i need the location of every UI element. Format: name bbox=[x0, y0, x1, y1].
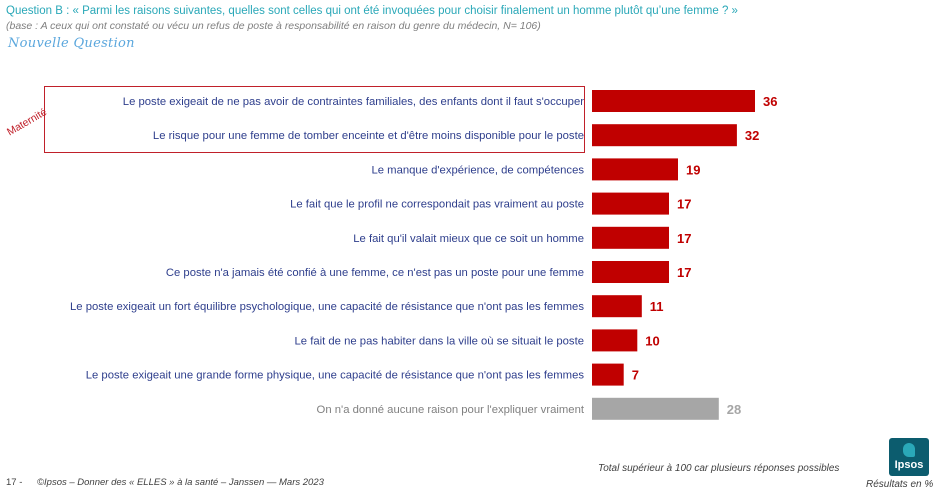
value-label: 11 bbox=[650, 299, 664, 314]
category-label: Le fait de ne pas habiter dans la ville … bbox=[294, 335, 584, 347]
footnote: Total supérieur à 100 car plusieurs répo… bbox=[598, 463, 840, 474]
category-label: Le fait que le profil ne correspondait p… bbox=[290, 199, 584, 211]
value-label: 36 bbox=[763, 94, 777, 109]
bar bbox=[592, 192, 669, 215]
value-label: 17 bbox=[677, 197, 691, 212]
category-label: Le fait qu'il valait mieux que ce soit u… bbox=[353, 233, 584, 245]
bar bbox=[592, 397, 719, 420]
bar bbox=[592, 124, 737, 147]
results-unit: Résultats en % bbox=[866, 479, 934, 490]
ipsos-logo-icon bbox=[903, 443, 915, 457]
question-title: Question B : « Parmi les raisons suivant… bbox=[6, 5, 738, 17]
value-label: 10 bbox=[645, 333, 659, 348]
bar bbox=[592, 226, 669, 249]
value-label: 19 bbox=[686, 162, 700, 177]
category-label: Le risque pour une femme de tomber encei… bbox=[153, 130, 584, 142]
page-number: 17 - bbox=[6, 477, 23, 488]
category-label: On n'a donné aucune raison pour l'expliq… bbox=[317, 404, 585, 416]
footer-source: 17 - ©Ipsos – Donner des « ELLES » à la … bbox=[6, 477, 324, 488]
category-label: Le poste exigeait de ne pas avoir de con… bbox=[123, 96, 584, 108]
bar bbox=[592, 158, 678, 181]
value-label: 32 bbox=[745, 128, 759, 143]
question-base: (base : A ceux qui ont constaté ou vécu … bbox=[6, 20, 541, 32]
bar bbox=[592, 261, 669, 283]
bar bbox=[592, 329, 638, 352]
bar bbox=[592, 363, 624, 386]
category-label: Le manque d'expérience, de compétences bbox=[371, 164, 584, 176]
category-label: Le poste exigeait un fort équilibre psyc… bbox=[70, 301, 584, 313]
category-label: Ce poste n'a jamais été confié à une fem… bbox=[166, 267, 584, 279]
ipsos-logo-text: Ipsos bbox=[894, 459, 924, 471]
bar bbox=[592, 295, 642, 318]
maternity-highlight-box bbox=[44, 86, 585, 153]
category-label: Le poste exigeait une grande forme physi… bbox=[86, 370, 585, 382]
bar bbox=[592, 90, 755, 112]
value-label: 17 bbox=[677, 231, 691, 246]
value-label: 28 bbox=[727, 402, 741, 417]
source-text: ©Ipsos – Donner des « ELLES » à la santé… bbox=[37, 477, 324, 488]
ipsos-logo: Ipsos bbox=[889, 438, 929, 476]
value-label: 7 bbox=[632, 368, 639, 383]
new-question-tag: Nouvelle Question bbox=[8, 36, 135, 51]
value-label: 17 bbox=[677, 265, 691, 280]
